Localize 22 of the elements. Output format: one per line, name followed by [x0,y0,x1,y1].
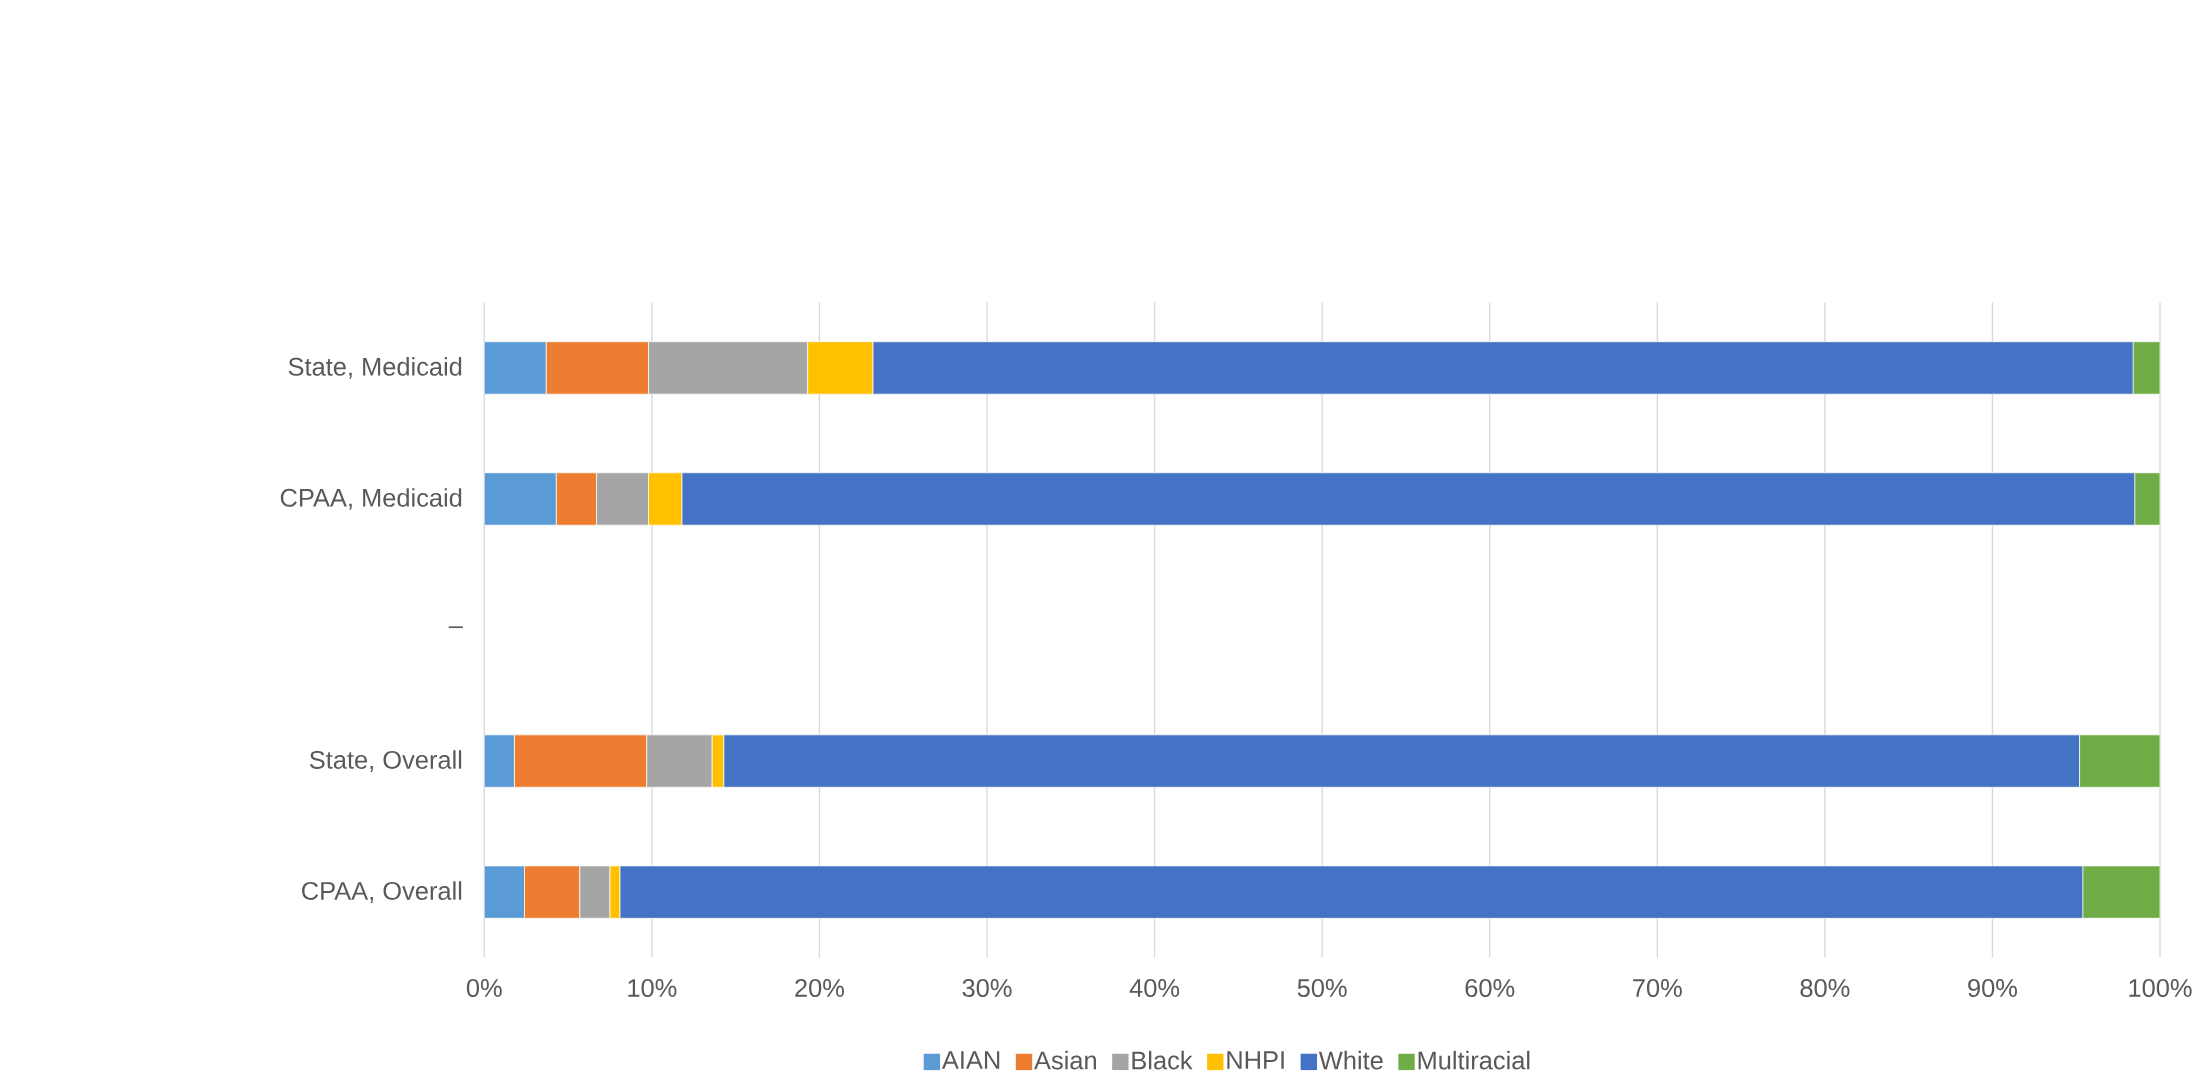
y-tick-label: State, Medicaid [288,357,462,379]
legend-label: Black [1132,1050,1193,1070]
legend-label: NHPI [1227,1051,1284,1069]
x-tick-label: 100% [2129,979,2192,998]
legend-label: Multiracial [1418,1050,1530,1070]
y-tick-label: CPAA, Medicaid [280,488,462,510]
x-tick-label: 40% [1129,979,1180,998]
x-tick-label: 30% [962,979,1012,998]
y-tick-label: CPAA, Overall [302,881,462,904]
x-tick-label: 80% [1800,979,1850,998]
x-tick-label: 60% [1465,979,1515,998]
x-tick-label: 10% [628,979,677,998]
x-tick-label: 20% [795,979,844,998]
x-tick-label: 70% [1633,979,1682,998]
legend-label: White [1318,1050,1383,1070]
y-tick-label: – [448,626,463,629]
x-tick-label: 50% [1297,979,1347,998]
x-tick-label: 0% [466,979,502,998]
legend-label: Asian [1034,1050,1096,1070]
y-tick-label: State, Overall [309,750,462,773]
x-tick-label: 90% [1968,979,2017,998]
legend-label: AIAN [941,1051,1000,1069]
